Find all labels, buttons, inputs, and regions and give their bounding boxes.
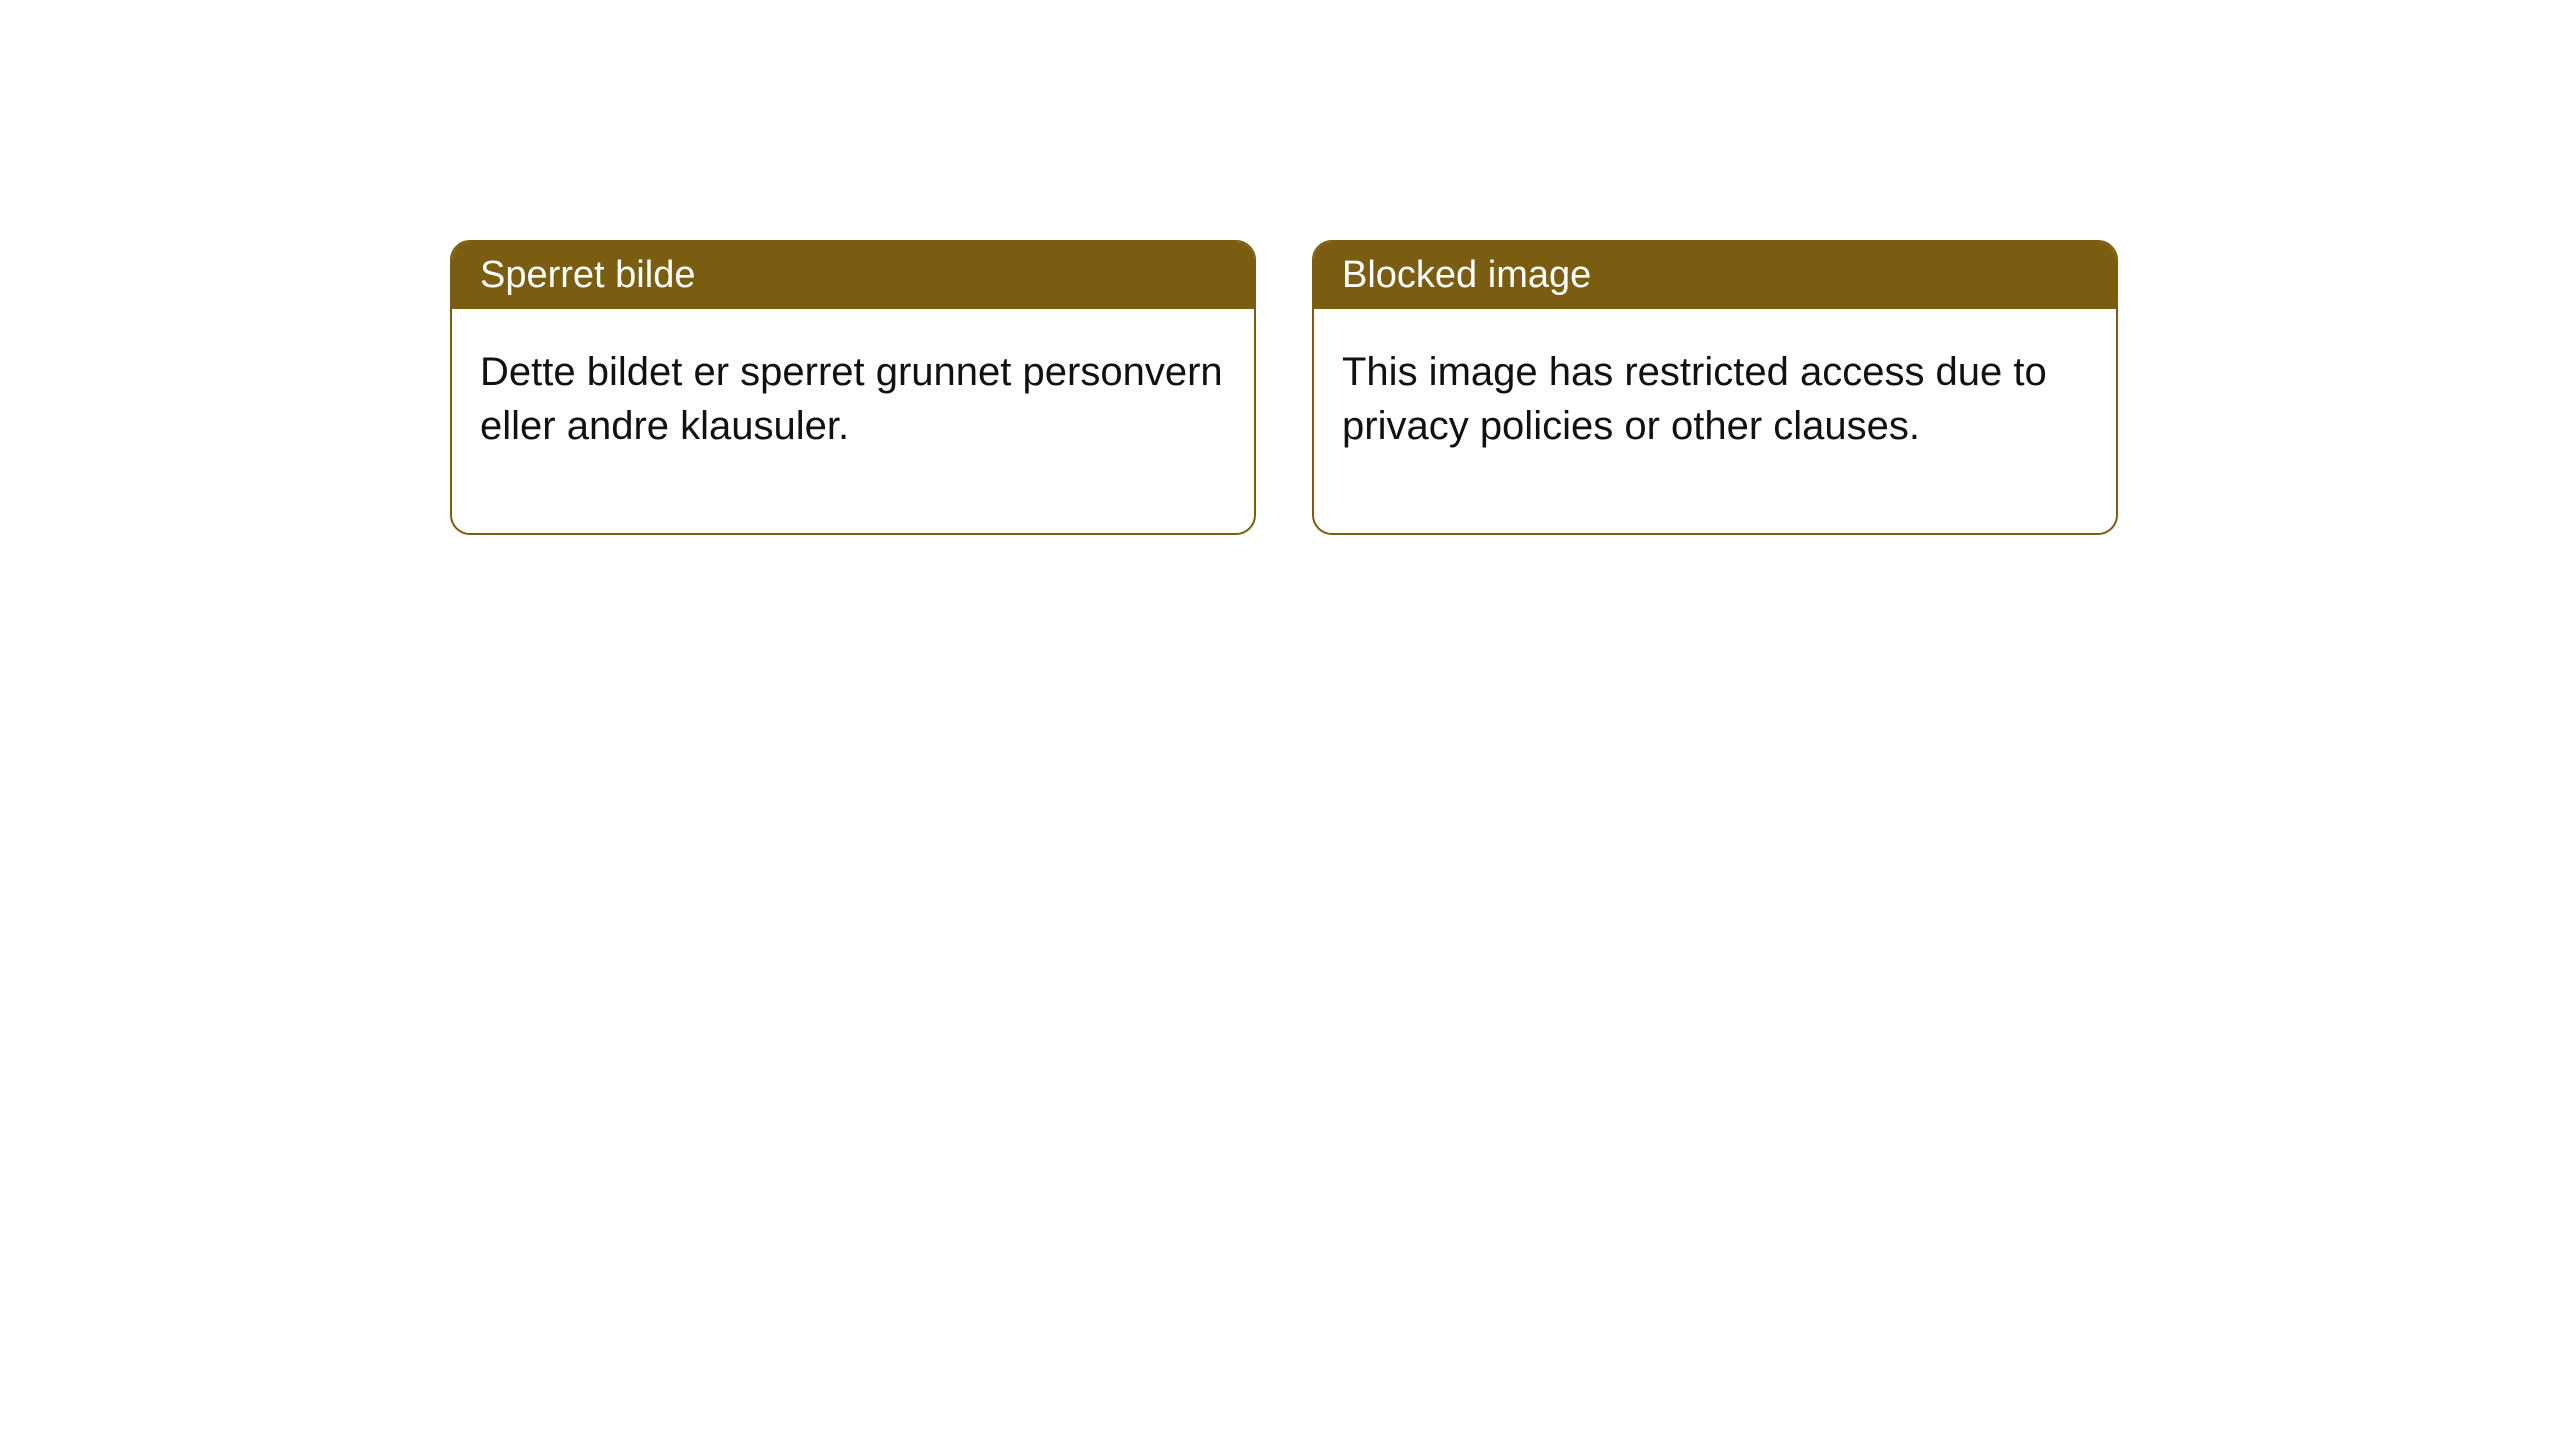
blocked-card-english: Blocked image This image has restricted …	[1312, 240, 2118, 535]
card-body: Dette bildet er sperret grunnet personve…	[452, 309, 1254, 533]
card-header: Sperret bilde	[452, 242, 1254, 309]
card-body: This image has restricted access due to …	[1314, 309, 2116, 533]
blocked-card-norwegian: Sperret bilde Dette bildet er sperret gr…	[450, 240, 1256, 535]
blocked-image-cards: Sperret bilde Dette bildet er sperret gr…	[450, 240, 2118, 535]
card-header: Blocked image	[1314, 242, 2116, 309]
